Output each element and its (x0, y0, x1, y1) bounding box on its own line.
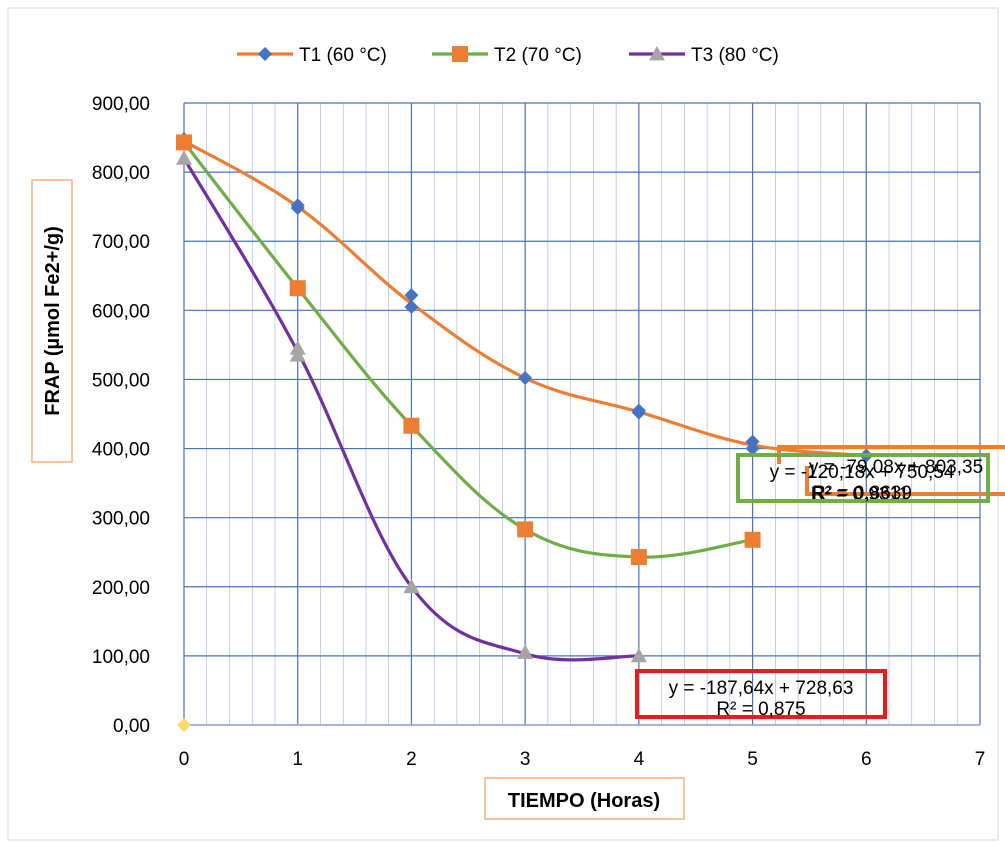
data-point-series-2 (517, 521, 534, 538)
x-tick-label: 6 (861, 749, 872, 770)
y-axis-title-box: FRAP (µmol Fe2+/g) (31, 179, 73, 463)
data-point-series-1 (404, 299, 419, 314)
trendline-r2-series-3: R² = 0,875 (716, 699, 805, 720)
data-point-series-2 (403, 417, 420, 434)
data-point-origin (177, 718, 191, 732)
legend-marker (452, 46, 468, 62)
y-tick-label: 700,00 (92, 232, 150, 253)
y-tick-label: 900,00 (92, 94, 150, 115)
data-point-series-1 (290, 201, 305, 216)
chart-area-border (7, 7, 999, 841)
y-tick-label: 400,00 (92, 440, 150, 461)
tick-labels: 0,00 100,00 200,00 300,00 400,00 500,00 600,00… (92, 94, 985, 770)
data-point-series-3 (517, 644, 534, 659)
data-point-series-1 (518, 371, 533, 386)
y-tick-label: 800,00 (92, 163, 150, 184)
data-point-series-2 (744, 531, 761, 548)
trendline-box-series-3 (635, 669, 887, 719)
trendline-box-series-2 (736, 453, 990, 503)
x-tick-label: 2 (406, 749, 417, 770)
y-tick-label: 100,00 (92, 647, 150, 668)
y-tick-label: 300,00 (92, 509, 150, 530)
y-tick-label: 200,00 (92, 578, 150, 599)
gridlines (183, 102, 981, 726)
trendline-r2-series-2: R² = 0,8639 (812, 483, 912, 504)
trendline-box-edge (805, 466, 1005, 496)
trendline-box-series-1 (777, 445, 1005, 496)
legend-item-2: T2 (70 °C) (432, 45, 582, 66)
data-point-series-1 (745, 441, 760, 456)
y-axis-title: FRAP (µmol Fe2+/g) (42, 226, 64, 416)
y-tick-label: 600,00 (92, 301, 150, 322)
legend-marker (258, 47, 272, 61)
data-point-series-1 (631, 405, 646, 420)
data-point-series-3 (176, 150, 192, 165)
data-point-series-2 (176, 134, 192, 151)
data-point-series-1 (404, 288, 419, 303)
x-axis-title: TIEMPO (Horas) (508, 790, 660, 812)
data-point-series-2 (289, 280, 306, 297)
x-tick-label: 4 (634, 749, 645, 770)
legend: T1 (60 °C) T2 (70 °C) T3 (80 °C) (237, 45, 779, 66)
x-axis-title-box: TIEMPO (Horas) (484, 777, 685, 820)
data-point-series-3 (403, 578, 420, 594)
legend-label: T1 (60 °C) (299, 45, 387, 66)
x-tick-label: 5 (747, 749, 758, 770)
x-tick-label: 0 (179, 749, 190, 770)
series-line-3 (182, 157, 639, 662)
legend-item-3: T3 (80 °C) (629, 45, 779, 66)
trendline-equation-series-2: y = -120,18x + 750,54 (770, 462, 955, 483)
data-point-series-2 (630, 549, 647, 566)
legend-item-1: T1 (60 °C) (237, 45, 387, 66)
x-tick-label: 3 (520, 749, 531, 770)
legend-label: T2 (70 °C) (494, 45, 582, 66)
x-tick-label: 7 (975, 749, 986, 770)
y-tick-label: 0,00 (113, 716, 150, 737)
trendline-box-edge (777, 445, 1005, 464)
x-tick-label: 1 (292, 749, 303, 770)
trendline-equation-series-1: y = -79,08x + 803,35 (809, 457, 983, 478)
legend-marker (649, 46, 665, 61)
data-point-series-3 (630, 647, 647, 663)
series-markers (176, 131, 874, 732)
trendline-equation-series-3: y = -187,64x + 728,63 (669, 678, 854, 699)
legend-label: T3 (80 °C) (691, 45, 779, 66)
data-point-series-3 (289, 347, 306, 362)
y-tick-label: 500,00 (92, 370, 150, 391)
